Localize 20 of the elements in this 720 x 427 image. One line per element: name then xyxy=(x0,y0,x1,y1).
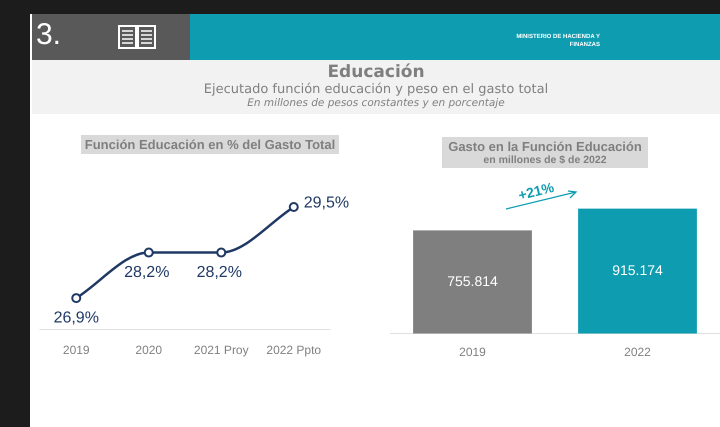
x-tick-label: 2022 xyxy=(624,345,652,360)
text: +21% xyxy=(516,178,556,204)
text: Educación xyxy=(326,62,426,82)
data-label: 29,5% xyxy=(304,194,350,212)
x-tick-label: 2021 Proy xyxy=(194,343,249,358)
chart-title: Función Educación en % del Gasto Total xyxy=(80,135,340,154)
data-label: 28,2% xyxy=(196,264,242,281)
chart-title: Gasto en la Función Educación xyxy=(448,139,642,154)
text: Ejecutado función educación y peso en el gasto total xyxy=(202,82,550,97)
data-label: 755.814 xyxy=(447,272,498,289)
data-label: 28,2% xyxy=(124,264,170,281)
x-tick-label: 2019 xyxy=(62,343,90,358)
x-tick-label: 2020 xyxy=(135,343,162,358)
x-tick-label: 2022 Ppto xyxy=(266,343,322,358)
text: En millones de pesos constantes y en porcentaje xyxy=(246,97,506,109)
data-label: 915.174 xyxy=(612,262,664,278)
x-tick-label: 2019 xyxy=(459,345,486,360)
chart-subtitle: en millones de $ de 2022 xyxy=(482,154,608,166)
data-label: 26,9% xyxy=(54,309,99,326)
text: 3. xyxy=(36,18,62,52)
